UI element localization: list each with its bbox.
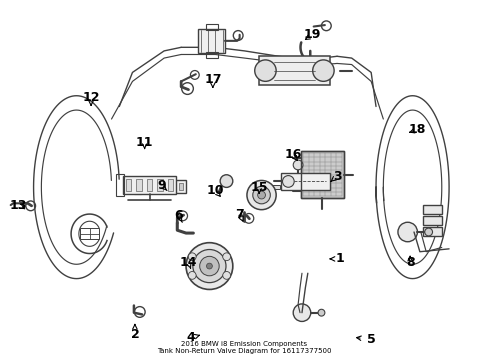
Bar bbox=[179, 183, 183, 190]
Circle shape bbox=[254, 60, 276, 81]
Circle shape bbox=[185, 243, 232, 289]
Text: 13: 13 bbox=[9, 199, 27, 212]
Text: 2016 BMW i8 Emission Components
Tank Non-Return Valve Diagram for 16117377500: 2016 BMW i8 Emission Components Tank Non… bbox=[157, 341, 331, 354]
Bar bbox=[259, 56, 329, 85]
Bar bbox=[300, 151, 344, 198]
Text: 19: 19 bbox=[304, 28, 321, 41]
Bar bbox=[134, 178, 141, 194]
Text: 11: 11 bbox=[136, 136, 153, 149]
Bar bbox=[122, 176, 176, 194]
Bar bbox=[80, 228, 99, 239]
Bar bbox=[140, 180, 185, 193]
Text: 16: 16 bbox=[284, 148, 301, 161]
Bar bbox=[142, 183, 146, 190]
Circle shape bbox=[192, 249, 225, 283]
Text: 10: 10 bbox=[206, 184, 224, 197]
Bar bbox=[253, 189, 258, 201]
Circle shape bbox=[257, 191, 265, 199]
Circle shape bbox=[293, 160, 303, 170]
Circle shape bbox=[424, 228, 432, 236]
Circle shape bbox=[199, 256, 219, 276]
Bar bbox=[136, 179, 142, 191]
Circle shape bbox=[220, 175, 232, 188]
Text: 9: 9 bbox=[157, 179, 165, 192]
Bar bbox=[264, 185, 279, 189]
Bar bbox=[167, 179, 173, 191]
Circle shape bbox=[317, 309, 324, 316]
Circle shape bbox=[223, 253, 230, 261]
Text: 8: 8 bbox=[405, 256, 414, 269]
Text: 7: 7 bbox=[235, 208, 244, 221]
Bar bbox=[116, 174, 123, 197]
Circle shape bbox=[293, 304, 310, 321]
Text: 5: 5 bbox=[366, 333, 375, 346]
Circle shape bbox=[206, 263, 212, 269]
Bar bbox=[423, 226, 441, 235]
Text: 6: 6 bbox=[174, 210, 183, 222]
Bar bbox=[205, 24, 217, 31]
Bar bbox=[423, 216, 441, 225]
Text: 18: 18 bbox=[408, 123, 425, 136]
Text: 12: 12 bbox=[82, 91, 100, 104]
Circle shape bbox=[188, 271, 196, 279]
Circle shape bbox=[282, 176, 294, 187]
Circle shape bbox=[188, 253, 196, 261]
Circle shape bbox=[252, 186, 270, 204]
Text: 3: 3 bbox=[332, 170, 341, 183]
Text: 17: 17 bbox=[203, 73, 221, 86]
Text: 2: 2 bbox=[130, 328, 139, 341]
Bar bbox=[157, 179, 163, 191]
Text: 4: 4 bbox=[186, 331, 195, 344]
Circle shape bbox=[223, 271, 230, 279]
Text: 1: 1 bbox=[334, 252, 343, 265]
Circle shape bbox=[312, 60, 333, 81]
Bar bbox=[198, 30, 224, 53]
Text: 15: 15 bbox=[250, 181, 267, 194]
Bar bbox=[300, 151, 344, 198]
Circle shape bbox=[397, 222, 417, 242]
Bar bbox=[281, 173, 329, 190]
Bar bbox=[167, 183, 171, 190]
Bar bbox=[146, 179, 152, 191]
Bar bbox=[155, 183, 159, 190]
Circle shape bbox=[246, 180, 276, 210]
Bar bbox=[125, 179, 131, 191]
Text: 14: 14 bbox=[180, 256, 197, 269]
Bar bbox=[423, 205, 441, 214]
Bar bbox=[205, 52, 217, 58]
